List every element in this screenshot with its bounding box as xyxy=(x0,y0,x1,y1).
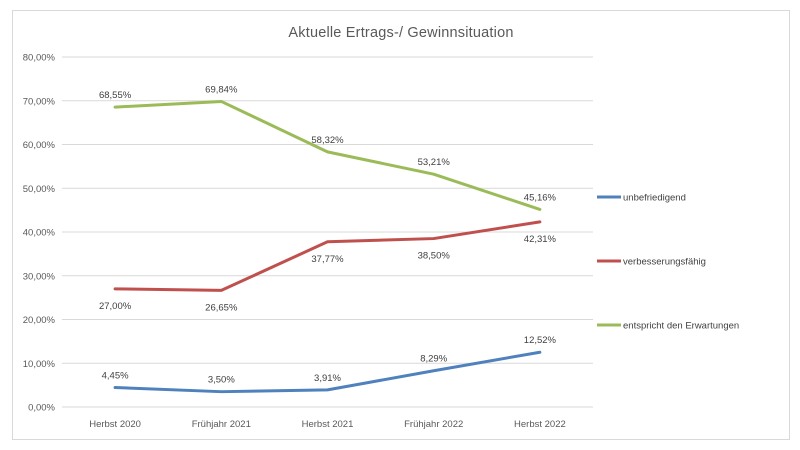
data-label: 12,52% xyxy=(524,335,557,346)
data-label: 45,16% xyxy=(524,192,557,203)
x-category-label: Frühjahr 2022 xyxy=(404,419,463,430)
data-label: 53,21% xyxy=(418,157,451,168)
chart-title: Aktuelle Ertrags-/ Gewinnsituation xyxy=(288,25,514,41)
y-tick-label: 60,00% xyxy=(23,140,56,151)
y-tick-label: 40,00% xyxy=(23,228,56,239)
data-label: 38,50% xyxy=(418,251,451,262)
data-label: 42,31% xyxy=(524,234,557,245)
legend-label: entspricht den Erwartungen xyxy=(623,321,739,332)
chart-frame xyxy=(12,10,790,440)
data-label: 26,65% xyxy=(205,302,238,313)
x-category-label: Frühjahr 2021 xyxy=(192,419,251,430)
series-line-entspricht den Erwartungen xyxy=(113,99,542,211)
data-label: 68,55% xyxy=(99,90,132,101)
y-tick-label: 80,00% xyxy=(23,53,56,64)
y-tick-label: 10,00% xyxy=(23,359,56,370)
data-label: 3,50% xyxy=(208,375,235,386)
data-label: 27,00% xyxy=(99,301,132,312)
y-tick-label: 70,00% xyxy=(23,96,56,107)
y-tick-label: 0,00% xyxy=(28,403,55,414)
data-label: 3,91% xyxy=(314,373,341,384)
series-line-unbefriedigend xyxy=(113,350,542,394)
data-label: 4,45% xyxy=(102,371,129,382)
series-line-verbesserungsfähig xyxy=(113,220,542,292)
x-category-label: Herbst 2020 xyxy=(89,419,141,430)
legend-label: verbesserungsfähig xyxy=(623,257,706,268)
data-label: 69,84% xyxy=(205,84,238,95)
data-label: 37,77% xyxy=(311,254,344,265)
x-category-label: Herbst 2021 xyxy=(302,419,354,430)
y-tick-label: 50,00% xyxy=(23,184,56,195)
data-label: 58,32% xyxy=(311,135,344,146)
y-tick-label: 20,00% xyxy=(23,315,56,326)
x-category-label: Herbst 2022 xyxy=(514,419,566,430)
data-label: 8,29% xyxy=(420,354,447,365)
legend-label: unbefriedigend xyxy=(623,193,686,204)
y-tick-label: 30,00% xyxy=(23,271,56,282)
